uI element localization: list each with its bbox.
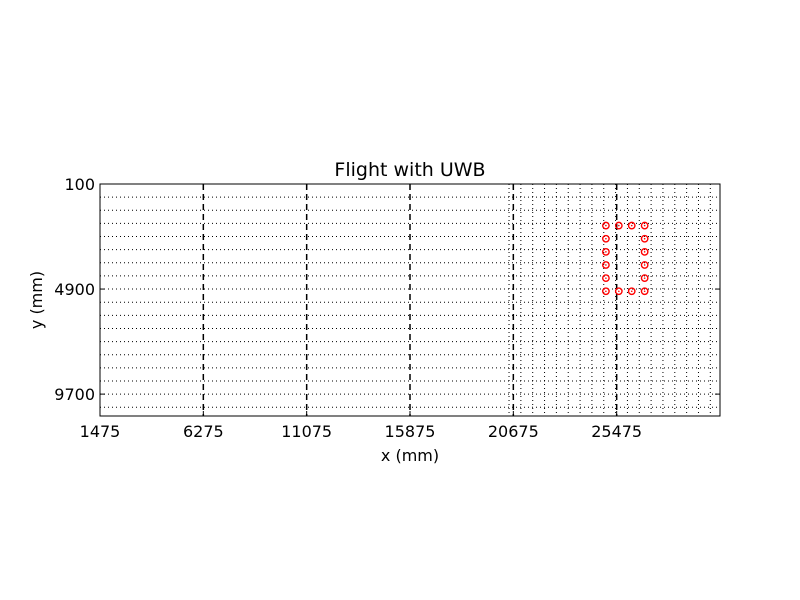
data-point	[602, 221, 610, 230]
data-point-center	[605, 251, 607, 253]
data-point	[602, 261, 610, 269]
data-point	[640, 234, 649, 243]
data-point	[614, 221, 623, 230]
grid-layer	[100, 183, 720, 416]
data-point	[602, 247, 610, 256]
ticks-layer: 1475 6275 11075 15875 20675 25475 100 4900 9700	[54, 175, 720, 441]
data-point-center	[643, 237, 646, 240]
data-point-center	[643, 264, 646, 266]
data-point-center	[618, 224, 620, 227]
data-point-center	[605, 237, 607, 240]
data-point-center	[643, 290, 646, 293]
data-point-center	[605, 290, 607, 293]
data-point-center	[643, 277, 646, 279]
x-tick-label: 15875	[385, 422, 436, 441]
data-point	[602, 287, 610, 296]
data-point-center	[618, 290, 620, 293]
x-axis-label: x (mm)	[381, 446, 439, 465]
y-axis-label: y (mm)	[27, 271, 46, 329]
y-tick-label: 4900	[54, 280, 95, 299]
y-tick-label: 9700	[54, 385, 95, 404]
data-point	[602, 274, 610, 283]
data-point	[640, 247, 649, 256]
data-point	[627, 287, 636, 296]
x-tick-label: 20675	[488, 422, 539, 441]
data-point-center	[605, 224, 607, 227]
data-point	[614, 287, 623, 296]
x-tick-label: 6275	[183, 422, 224, 441]
y-tick-label: 100	[64, 175, 95, 194]
x-tick-label: 25475	[591, 422, 642, 441]
data-point-center	[643, 251, 646, 253]
data-point-center	[605, 277, 607, 279]
data-point	[640, 221, 649, 230]
data-point	[640, 261, 649, 269]
points-layer	[602, 221, 649, 296]
data-point-center	[630, 224, 633, 227]
chart-title: Flight with UWB	[334, 159, 485, 181]
data-point-center	[643, 224, 646, 227]
x-tick-label: 1475	[80, 422, 121, 441]
x-tick-label: 11075	[281, 422, 332, 441]
data-point	[627, 221, 636, 230]
data-point-center	[605, 264, 607, 266]
data-point	[602, 234, 610, 243]
data-point-center	[630, 290, 633, 293]
data-point	[640, 287, 649, 296]
data-point	[640, 274, 649, 283]
